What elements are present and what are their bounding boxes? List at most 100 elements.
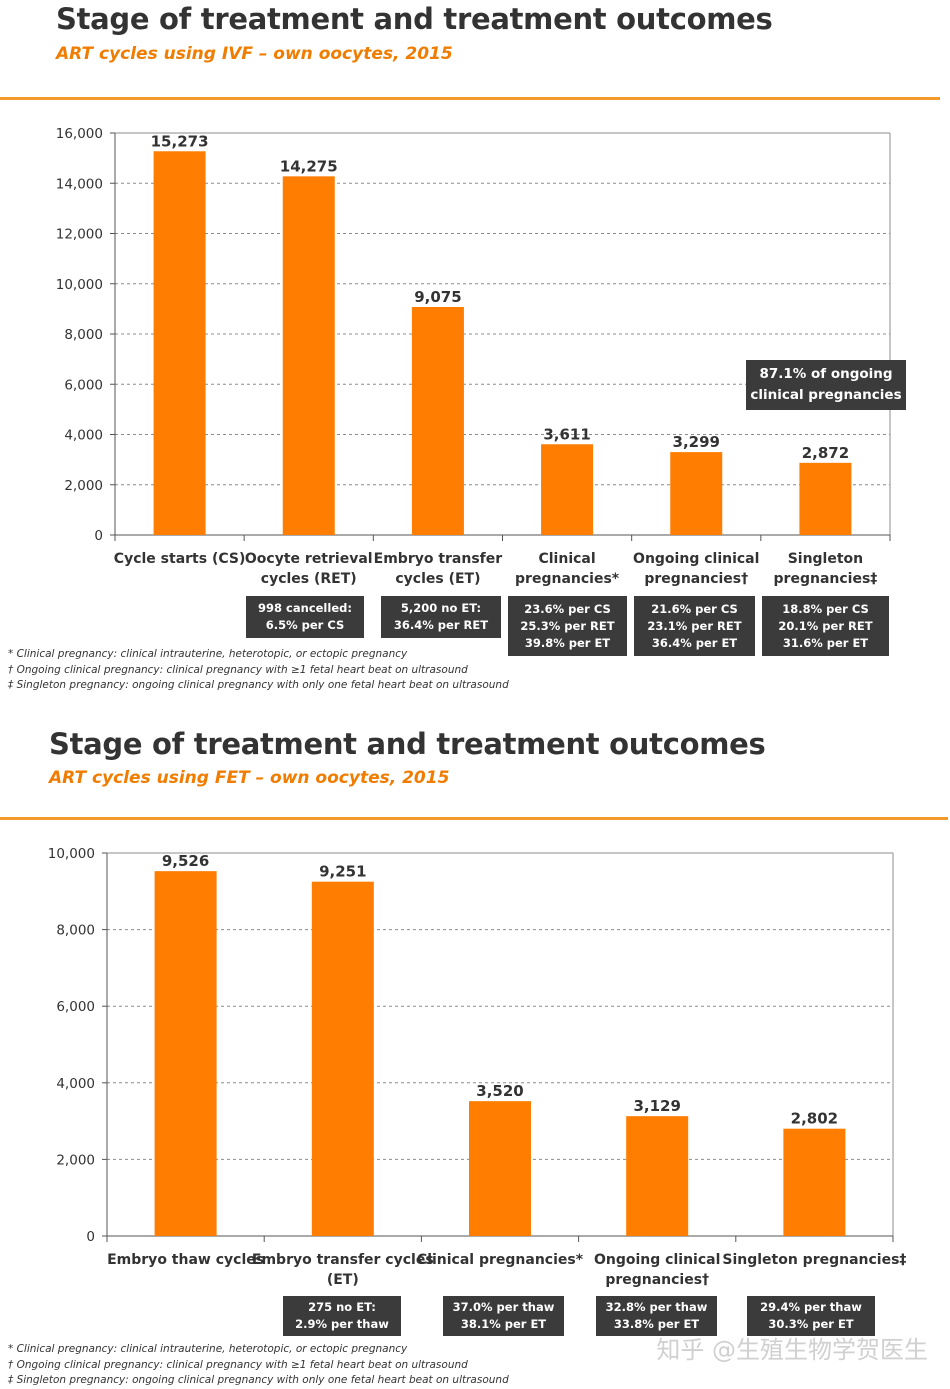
bar-value-label: 15,273 (151, 132, 209, 150)
chart1-subtitle: ART cycles using IVF – own oocytes, 2015 (56, 44, 453, 64)
watermark: 知乎 @生殖生物学贺医生 (656, 1336, 928, 1364)
category-label: Oocyte retrieval (245, 551, 373, 567)
bar (411, 306, 464, 535)
stat-line: 998 cancelled: (258, 601, 352, 615)
stat-line: 39.8% per ET (524, 635, 611, 650)
stat-line: 5,200 no ET: (400, 601, 482, 615)
stat-line: 31.6% per ET (782, 635, 869, 650)
chart1-note-line1: 87.1% of ongoing (759, 366, 893, 382)
bar-value-label: 3,299 (673, 433, 720, 451)
category-label: pregnancies† (644, 571, 748, 587)
chart1-divider (0, 97, 940, 100)
footnote: ‡ Singleton pregnancy: ongoing clinical … (8, 679, 509, 691)
stat-line: 2.9% per thaw (295, 1317, 389, 1331)
y-tick-label: 8,000 (64, 327, 103, 343)
chart2-stat-et: 275 no ET: 2.9% per thaw (283, 1296, 401, 1336)
stat-line: 33.8% per ET (613, 1317, 700, 1331)
stat-line: 275 no ET: (308, 1300, 376, 1314)
stat-line: 36.4% per RET (393, 618, 489, 632)
category-label: cycles (RET) (261, 571, 357, 587)
stat-line: 18.8% per CS (782, 601, 869, 616)
category-label: Cycle starts (CS) (114, 551, 246, 567)
y-tick-label: 2,000 (56, 1152, 95, 1168)
category-label: cycles (ET) (395, 571, 480, 587)
stat-line: 30.3% per ET (768, 1317, 854, 1331)
bar-value-label: 2,872 (802, 444, 849, 462)
chart2-stat-clinical: 37.0% per thaw 38.1% per ET (443, 1296, 564, 1336)
category-label: Embryo transfer cycles (252, 1252, 434, 1268)
category-label: Embryo thaw cycles (107, 1252, 264, 1268)
bar (670, 452, 723, 535)
bar (154, 871, 217, 1236)
stat-line: 36.4% per ET (651, 635, 738, 650)
chart2-subtitle: ART cycles using FET – own oocytes, 2015 (49, 768, 450, 788)
category-label: Ongoing clinical (633, 551, 759, 567)
footnote: † Ongoing clinical pregnancy: clinical p… (8, 1358, 468, 1371)
stat-line: 37.0% per thaw (452, 1300, 555, 1314)
bar (153, 151, 206, 535)
category-label: Singleton pregnancies‡ (722, 1252, 906, 1268)
y-tick-label: 10,000 (48, 846, 95, 862)
bar-value-label: 9,526 (162, 852, 209, 870)
bar (311, 881, 374, 1236)
y-tick-label: 12,000 (56, 227, 103, 243)
y-tick-label: 16,000 (56, 126, 103, 142)
footnote: * Clinical pregnancy: clinical intrauter… (8, 648, 408, 660)
y-tick-label: 8,000 (56, 923, 95, 939)
stat-line: 38.1% per ET (460, 1317, 547, 1331)
category-label: Clinical (538, 551, 595, 567)
stat-line: 6.5% per CS (265, 618, 345, 632)
bar-value-label: 9,251 (319, 863, 366, 881)
bar-value-label: 14,275 (280, 157, 338, 175)
category-label: pregnancies* (515, 571, 620, 587)
stat-line: 25.3% per RET (520, 618, 615, 633)
bar (783, 1128, 846, 1236)
bar-value-label: 3,129 (633, 1097, 680, 1115)
bar (469, 1101, 531, 1236)
y-tick-label: 6,000 (56, 999, 95, 1015)
bar (541, 444, 594, 535)
y-tick-label: 4,000 (64, 428, 103, 444)
bar-value-label: 9,075 (414, 288, 461, 306)
stat-line: 29.4% per thaw (760, 1300, 862, 1314)
category-label: Ongoing clinical (594, 1252, 720, 1268)
category-label: pregnancies‡ (774, 571, 878, 587)
y-tick-label: 2,000 (64, 478, 103, 494)
stat-line: 21.6% per CS (651, 601, 738, 616)
chart1-stat-singleton: 18.8% per CS 20.1% per RET 31.6% per ET (762, 596, 889, 656)
bar-value-label: 2,802 (791, 1110, 838, 1128)
chart1-stat-clinical: 23.6% per CS 25.3% per RET 39.8% per ET (508, 596, 627, 656)
bar (799, 462, 852, 535)
y-tick-label: 0 (94, 528, 103, 544)
stat-line: 20.1% per RET (778, 618, 873, 633)
stat-line: 23.6% per CS (524, 601, 611, 616)
footnote: ‡ Singleton pregnancy: ongoing clinical … (8, 1374, 509, 1386)
y-tick-label: 6,000 (64, 377, 103, 393)
chart2-footnotes: * Clinical pregnancy: clinical intrauter… (8, 1342, 509, 1389)
y-tick-label: 10,000 (56, 277, 103, 293)
chart1-title: Stage of treatment and treatment outcome… (56, 2, 773, 36)
chart1-singleton-note: 87.1% of ongoing clinical pregnancies (746, 360, 906, 410)
footnote: * Clinical pregnancy: clinical intrauter… (8, 1343, 408, 1355)
footnote: † Ongoing clinical pregnancy: clinical p… (8, 663, 468, 676)
chart1-stat-et: 5,200 no ET: 36.4% per RET (381, 596, 501, 638)
chart1-note-line2: clinical pregnancies (750, 387, 902, 403)
chart1-stat-ret: 998 cancelled: 6.5% per CS (246, 596, 364, 638)
chart2-stat-singleton: 29.4% per thaw 30.3% per ET (747, 1296, 875, 1336)
stat-line: 32.8% per thaw (605, 1300, 708, 1314)
chart2-divider (0, 817, 948, 820)
bar-value-label: 3,520 (476, 1082, 523, 1100)
chart1-footnotes: * Clinical pregnancy: clinical intrauter… (8, 647, 509, 694)
stat-line: 23.1% per RET (647, 618, 742, 633)
y-tick-label: 14,000 (56, 176, 103, 192)
y-tick-label: 0 (86, 1229, 95, 1245)
category-label: pregnancies† (605, 1272, 709, 1288)
chart1-ivf-bar-chart: 0 2,000 4,000 6,000 8,000 10,000 12,000 14,000 1… (56, 126, 891, 587)
chart2-stat-ongoing: 32.8% per thaw 33.8% per ET (596, 1296, 717, 1336)
bar (626, 1116, 689, 1236)
chart2-title: Stage of treatment and treatment outcome… (49, 727, 766, 761)
category-label: Clinical pregnancies* (417, 1252, 584, 1268)
y-tick-label: 4,000 (56, 1076, 95, 1092)
bar-value-label: 3,611 (543, 425, 590, 443)
category-label: (ET) (327, 1272, 359, 1288)
